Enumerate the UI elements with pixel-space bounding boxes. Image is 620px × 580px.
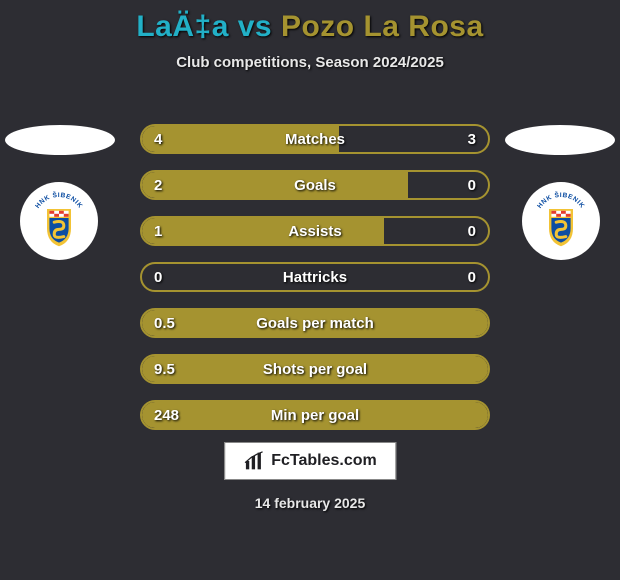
stat-value-left: 4 [154,124,162,154]
stat-label: Min per goal [140,400,490,430]
stat-value-left: 0 [154,262,162,292]
page-title: LaÄ‡a vs Pozo La Rosa [0,0,620,44]
club-crest-icon: HNK ŠIBENIK [29,191,89,251]
player2-club-crest: HNK ŠIBENIK [522,182,600,260]
stat-value-right: 0 [468,262,476,292]
vs-text: vs [238,10,272,43]
stat-label: Shots per goal [140,354,490,384]
stat-value-right: 3 [468,124,476,154]
branding-label: FcTables.com [271,452,377,470]
stat-bar: Matches4 3 [140,124,490,154]
club-crest-icon: HNK ŠIBENIK [531,191,591,251]
stat-value-left: 248 [154,400,179,430]
player2-name: Pozo La Rosa [281,10,484,43]
branding-badge[interactable]: FcTables.com [224,442,396,480]
stat-bar: Hattricks0 0 [140,262,490,292]
stat-bar: Shots per goal9.5 [140,354,490,384]
stats-bars-container: Matches43Goals20Assists10Hattricks00Goal… [140,124,490,446]
player1-placeholder-ellipse [5,125,115,155]
date-text: 14 february 2025 [255,495,366,511]
stat-label: Hattricks [140,262,490,292]
stat-label: Assists [140,216,490,246]
stat-label: Goals per match [140,308,490,338]
stat-label: Matches [140,124,490,154]
stat-value-right: 0 [468,170,476,200]
stat-bar: Goals2 0 [140,170,490,200]
stat-value-left: 0.5 [154,308,175,338]
bar-chart-icon [243,451,265,471]
stat-value-left: 1 [154,216,162,246]
player1-club-crest: HNK ŠIBENIK [20,182,98,260]
player1-name: LaÄ‡a [136,10,229,43]
stat-bar: Min per goal248 [140,400,490,430]
stat-value-right: 0 [468,216,476,246]
stat-label: Goals [140,170,490,200]
subtitle: Club competitions, Season 2024/2025 [0,54,620,71]
stat-bar: Goals per match0.5 [140,308,490,338]
player2-placeholder-ellipse [505,125,615,155]
stat-bar: Assists1 0 [140,216,490,246]
stat-value-left: 9.5 [154,354,175,384]
stat-value-left: 2 [154,170,162,200]
